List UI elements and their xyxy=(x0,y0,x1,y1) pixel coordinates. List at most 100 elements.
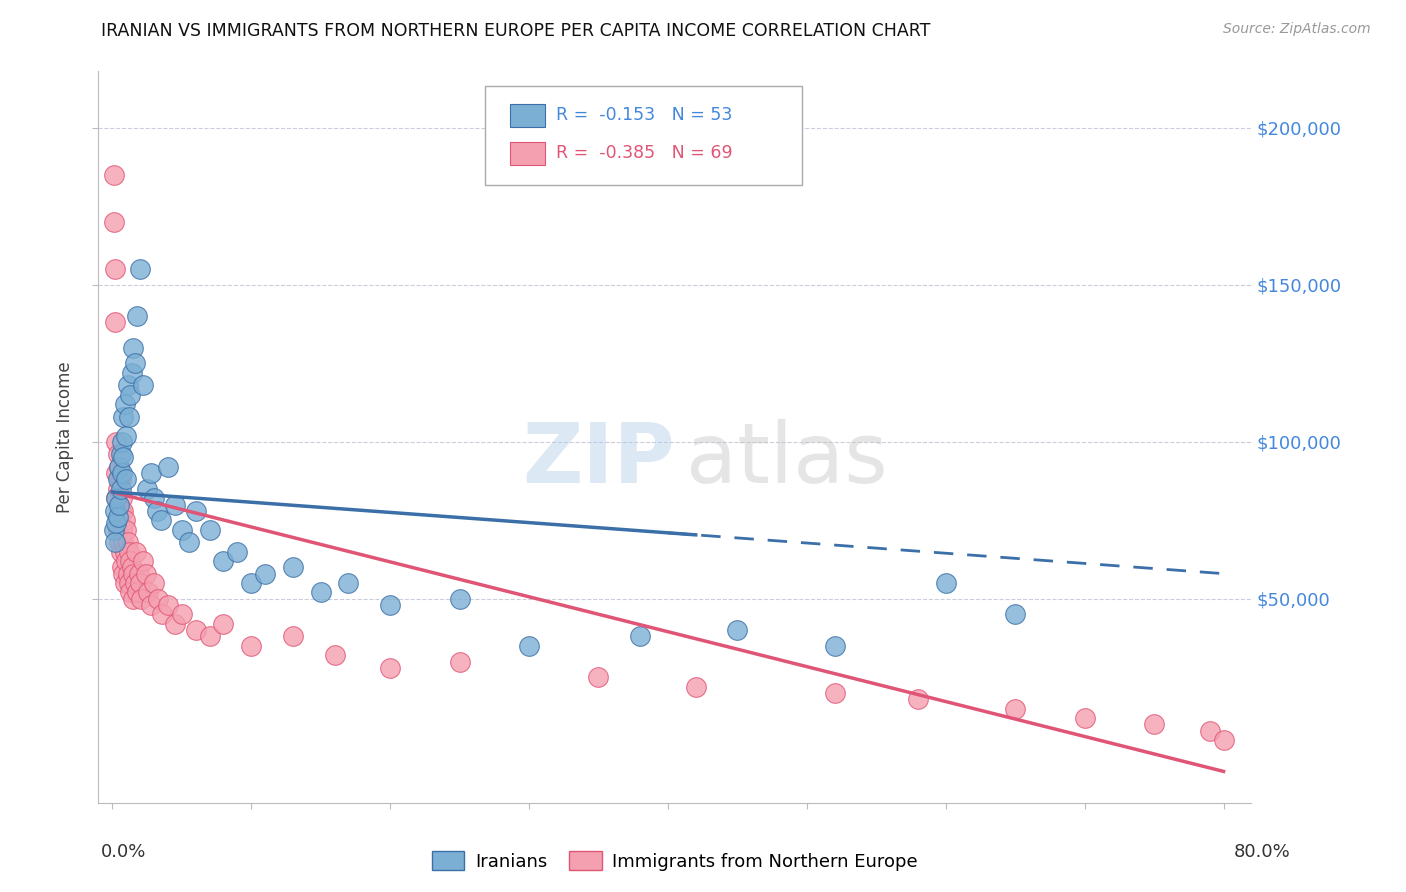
Point xyxy=(122,341,145,355)
Point xyxy=(163,498,186,512)
Point xyxy=(163,616,186,631)
Point xyxy=(117,566,139,581)
Point xyxy=(103,215,125,229)
Point xyxy=(1073,711,1095,725)
Point xyxy=(110,447,132,461)
Text: 80.0%: 80.0% xyxy=(1234,843,1291,861)
Text: atlas: atlas xyxy=(686,418,889,500)
Point xyxy=(110,544,132,558)
FancyBboxPatch shape xyxy=(485,86,801,185)
Point xyxy=(115,428,138,442)
Text: IRANIAN VS IMMIGRANTS FROM NORTHERN EUROPE PER CAPITA INCOME CORRELATION CHART: IRANIAN VS IMMIGRANTS FROM NORTHERN EURO… xyxy=(101,22,931,40)
Text: R =  -0.385   N = 69: R = -0.385 N = 69 xyxy=(557,145,733,162)
Point xyxy=(107,523,129,537)
Point xyxy=(104,504,127,518)
Point xyxy=(108,498,131,512)
Point xyxy=(127,310,149,324)
Point xyxy=(517,639,540,653)
Point xyxy=(129,576,152,591)
Point xyxy=(111,466,134,480)
Point xyxy=(146,591,169,606)
Point xyxy=(110,473,132,487)
Point xyxy=(685,680,707,694)
Point xyxy=(136,482,159,496)
Point xyxy=(112,409,135,424)
Text: 0.0%: 0.0% xyxy=(101,843,146,861)
Bar xyxy=(510,103,544,127)
Point xyxy=(628,629,651,643)
Point xyxy=(184,623,207,637)
Point xyxy=(132,378,155,392)
Point xyxy=(112,450,135,465)
Point xyxy=(824,639,846,653)
Point xyxy=(449,655,471,669)
Point xyxy=(120,585,142,599)
Point xyxy=(149,513,172,527)
Point xyxy=(1004,607,1026,622)
Point xyxy=(378,661,401,675)
Point xyxy=(107,510,129,524)
Point xyxy=(131,591,153,606)
Point xyxy=(141,598,163,612)
Point xyxy=(170,523,193,537)
Point xyxy=(105,434,128,449)
Point xyxy=(115,473,138,487)
Point xyxy=(138,585,160,599)
Point xyxy=(115,523,138,537)
Point xyxy=(124,576,146,591)
Point xyxy=(114,576,136,591)
Text: Source: ZipAtlas.com: Source: ZipAtlas.com xyxy=(1223,22,1371,37)
Point xyxy=(112,566,135,581)
Point xyxy=(108,459,131,474)
Point xyxy=(337,576,360,591)
Point xyxy=(143,576,166,591)
Point xyxy=(104,535,127,549)
Point xyxy=(1004,701,1026,715)
Point xyxy=(281,560,304,574)
Point xyxy=(309,585,332,599)
Point xyxy=(145,504,167,518)
Point xyxy=(1143,717,1166,731)
Point xyxy=(111,491,134,506)
Point xyxy=(378,598,401,612)
Point xyxy=(129,262,152,277)
Point xyxy=(105,491,128,506)
Point xyxy=(117,378,139,392)
Point xyxy=(198,523,221,537)
Point xyxy=(103,523,125,537)
Point xyxy=(150,607,173,622)
Point xyxy=(170,607,193,622)
Point xyxy=(198,629,221,643)
Point xyxy=(1198,723,1220,738)
Point xyxy=(112,504,135,518)
Point xyxy=(118,544,141,558)
Point xyxy=(323,648,346,663)
Point xyxy=(281,629,304,643)
Point xyxy=(108,535,131,549)
Point xyxy=(1212,733,1234,747)
Point xyxy=(120,554,142,568)
Point xyxy=(124,356,146,370)
Point xyxy=(184,504,207,518)
Point xyxy=(103,168,125,182)
Point xyxy=(128,566,150,581)
Point xyxy=(935,576,957,591)
Point xyxy=(104,262,127,277)
Point xyxy=(907,692,929,706)
Point xyxy=(240,639,263,653)
Point xyxy=(114,513,136,527)
Point xyxy=(108,459,131,474)
Point xyxy=(120,387,142,401)
Point xyxy=(125,544,148,558)
Bar xyxy=(510,142,544,165)
Point xyxy=(121,366,143,380)
Legend: Iranians, Immigrants from Northern Europe: Iranians, Immigrants from Northern Europ… xyxy=(425,844,925,878)
Point xyxy=(143,491,166,506)
Point xyxy=(588,670,610,684)
Point xyxy=(110,482,132,496)
Point xyxy=(212,616,235,631)
Point xyxy=(107,482,129,496)
Point xyxy=(156,598,179,612)
Point xyxy=(105,491,128,506)
Point xyxy=(122,566,145,581)
